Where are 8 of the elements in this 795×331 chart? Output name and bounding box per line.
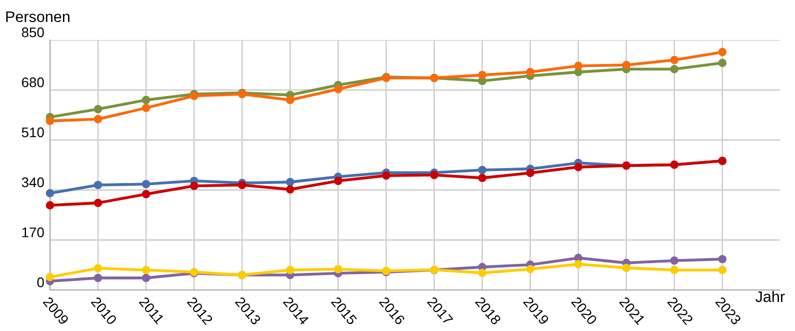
y-axis-title: Personen [6,11,70,22]
x-axis-title: Jahr [756,290,785,302]
y-tick-label: 510 [22,127,44,138]
y-tick-label: 680 [22,77,44,88]
y-tick-label: 850 [22,27,44,38]
y-tick-label: 0 [37,277,44,288]
y-tick-label: 340 [22,177,44,188]
y-tick-label: 170 [22,227,44,238]
